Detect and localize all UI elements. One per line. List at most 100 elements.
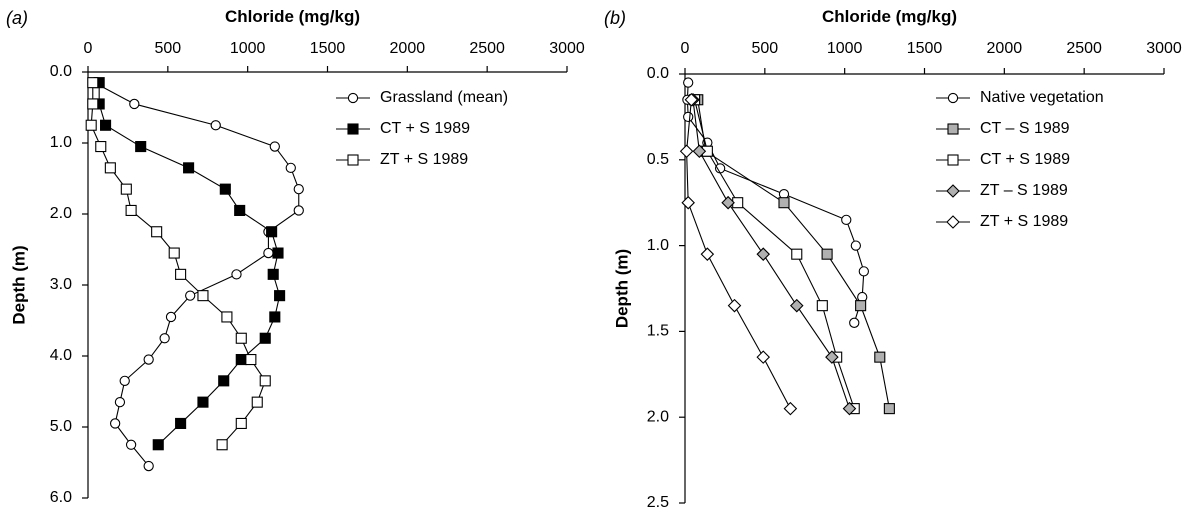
data-point [783, 401, 798, 416]
data-point [274, 290, 286, 302]
panel-label: (b) [604, 8, 626, 28]
data-point [109, 418, 121, 429]
data-point [816, 300, 828, 312]
data-point [143, 460, 154, 472]
data-point [165, 311, 177, 323]
data-point [87, 77, 99, 89]
data-point [293, 183, 304, 195]
data-point [683, 111, 694, 123]
y-tick-label: 0.0 [647, 65, 669, 82]
data-point [197, 290, 209, 302]
data-point [125, 204, 137, 216]
x-tick-label: 3000 [1146, 40, 1182, 57]
data-point [85, 119, 97, 131]
legend-label: ZT + S 1989 [980, 213, 1068, 230]
x-tick-label: 500 [751, 40, 778, 57]
data-point [210, 120, 221, 131]
data-point [778, 197, 790, 209]
legend-label: ZT – S 1989 [980, 182, 1068, 199]
y-tick-label: 5.0 [50, 418, 72, 435]
panel-label: (a) [6, 8, 28, 28]
x-tick-label: 0 [681, 40, 690, 57]
data-point [679, 144, 694, 158]
y-tick-label: 2.0 [50, 205, 72, 222]
data-point [95, 141, 107, 153]
data-point [293, 205, 304, 216]
data-point [114, 396, 126, 408]
y-tick-label: 0.0 [50, 63, 72, 80]
data-point [159, 333, 170, 344]
data-point [692, 144, 707, 158]
data-point [683, 77, 694, 88]
x-tick-label: 2500 [469, 40, 505, 57]
y-tick-label: 0.5 [647, 151, 669, 168]
x-tick-label: 1000 [827, 40, 863, 57]
data-point [218, 375, 230, 387]
data-point [789, 298, 804, 313]
legend-marker [946, 215, 960, 229]
legend-label: Native vegetation [980, 89, 1104, 106]
data-point [175, 268, 187, 280]
data-point [841, 214, 852, 226]
y-tick-label: 6.0 [50, 489, 72, 506]
panel-a: (a) Chloride (mg/kg) Depth (m) 0 500 1000 1500… [6, 7, 585, 506]
x-tick-label: 1500 [907, 40, 943, 57]
y-axis-title: Depth (m) [612, 249, 631, 328]
legend-marker [947, 123, 959, 135]
data-point [143, 354, 154, 365]
data-point [129, 98, 140, 110]
data-point [821, 248, 833, 260]
data-point [251, 396, 263, 408]
data-point [104, 162, 116, 174]
legend-marker [946, 184, 960, 198]
data-point [855, 300, 867, 312]
data-point [235, 332, 247, 344]
series-line [90, 82, 266, 446]
data-point [285, 162, 296, 173]
data-point [231, 269, 242, 280]
data-point [151, 226, 163, 238]
data-point [721, 195, 735, 210]
legend-marker [947, 154, 959, 166]
data-point [235, 353, 247, 366]
data-point [183, 162, 195, 174]
data-point [267, 268, 279, 280]
data-point [727, 298, 742, 313]
data-point [842, 401, 857, 416]
data-point [681, 195, 695, 210]
data-point [197, 396, 209, 408]
x-tick-label: 1500 [310, 40, 346, 57]
data-point [219, 183, 231, 195]
x-tick-label: 500 [154, 40, 181, 57]
x-axis-title: Chloride (mg/kg) [822, 7, 957, 26]
data-point [684, 92, 699, 107]
data-point [756, 247, 771, 261]
legend-label: CT + S 1989 [380, 120, 470, 137]
y-axis-title: Depth (m) [9, 245, 28, 324]
legend: Native vegetation CT – S 1989 CT + S 1989 Z… [936, 89, 1104, 230]
data-point [152, 439, 164, 451]
data-point [259, 332, 271, 344]
y-tick-label: 1.5 [647, 323, 669, 340]
data-point [234, 204, 246, 216]
data-point [125, 439, 137, 450]
data-point [185, 290, 196, 301]
panel-b: (b) Chloride (mg/kg) Depth (m) 0 500 1000 1500… [604, 7, 1182, 511]
data-point [700, 247, 715, 261]
y-tick-label: 1.0 [50, 134, 72, 151]
data-point [135, 141, 147, 153]
legend-marker [347, 154, 359, 166]
data-point [266, 226, 278, 238]
data-point [168, 247, 180, 259]
data-point [269, 141, 280, 152]
legend-label: CT + S 1989 [980, 151, 1070, 168]
data-point [850, 240, 861, 251]
data-point [858, 266, 869, 277]
data-point [849, 317, 860, 328]
legend-label: ZT + S 1989 [380, 151, 468, 168]
data-point [221, 311, 233, 323]
data-point [175, 417, 187, 430]
data-point [883, 403, 895, 415]
